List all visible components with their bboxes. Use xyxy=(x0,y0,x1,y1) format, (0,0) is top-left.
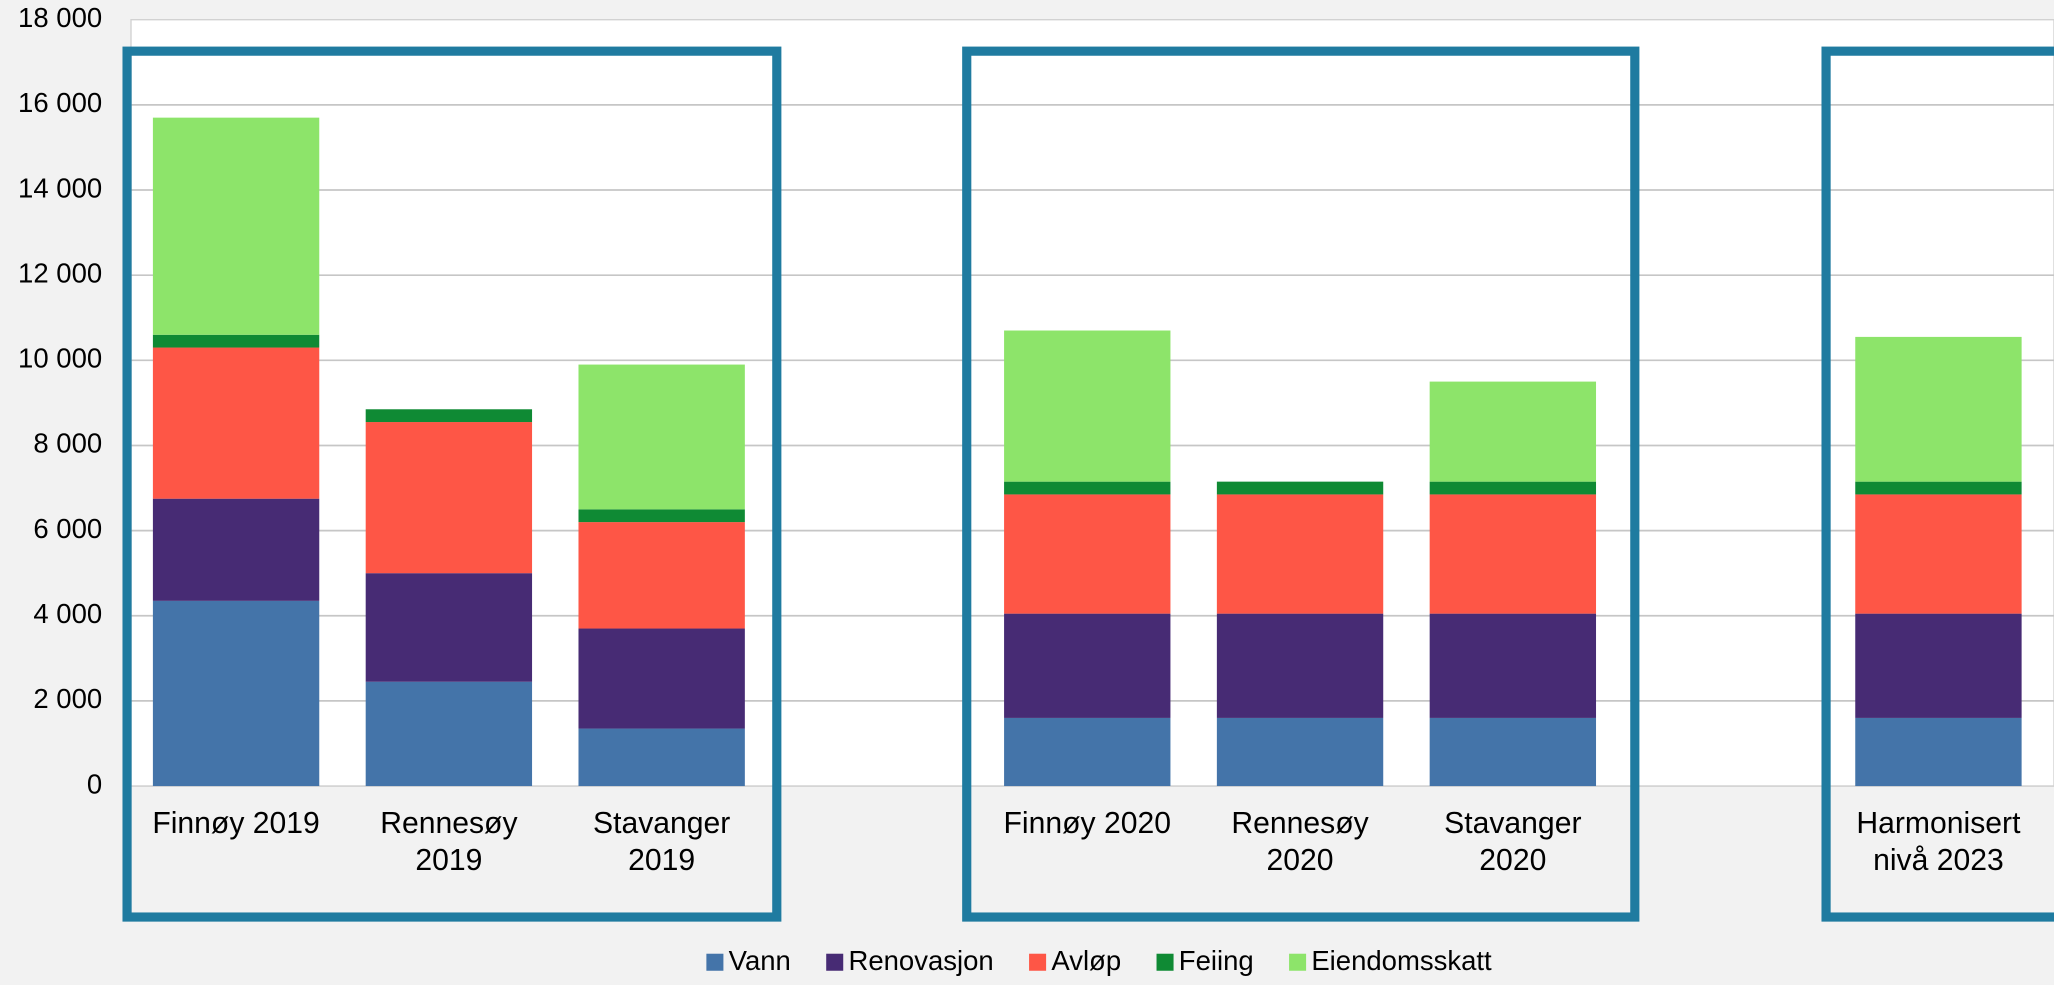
bar-segment xyxy=(365,573,533,682)
bar-segment xyxy=(152,600,320,787)
bar-segment xyxy=(578,628,745,729)
y-tick-label: 14 000 xyxy=(18,172,102,203)
bar-segment xyxy=(152,498,320,601)
legend-swatch xyxy=(826,953,844,971)
bar-segment xyxy=(1855,717,2022,787)
bars xyxy=(152,117,2022,787)
bar-segment xyxy=(578,509,745,523)
x-tick-label: Stavanger 2020 xyxy=(1444,805,1582,877)
bar-segment xyxy=(152,117,320,335)
bar-segment xyxy=(1855,481,2022,495)
legend-label: Vann xyxy=(729,945,791,976)
legend-swatch xyxy=(1289,953,1307,971)
x-tick-label-box: Rennesøy 2020 xyxy=(1231,805,1369,877)
bar-segment xyxy=(1216,481,1384,495)
legend-swatch xyxy=(1156,953,1174,971)
legend: Vann Renovasjon Avløp Feiing Eiendomsskatt xyxy=(706,945,1492,976)
bar-segment xyxy=(1855,613,2022,718)
bar-segment xyxy=(1429,613,1597,718)
y-tick-label: 8 000 xyxy=(33,428,102,459)
y-tick-label: 10 000 xyxy=(18,343,102,374)
x-tick-label-box: Rennesøy 2019 xyxy=(380,805,518,877)
bar-segment xyxy=(1004,717,1171,787)
legend-label: Renovasjon xyxy=(848,945,993,976)
bar-segment xyxy=(1004,330,1171,482)
y-tick-label: 0 xyxy=(87,768,102,799)
bar-segment xyxy=(578,728,745,787)
legend-item: Feiing xyxy=(1156,945,1254,976)
bar-segment xyxy=(365,422,533,574)
bar-segment xyxy=(152,347,320,499)
bar-segment xyxy=(365,409,533,423)
y-tick-label: 16 000 xyxy=(18,87,102,118)
bar-segment xyxy=(152,334,320,348)
bar-segment xyxy=(1429,494,1597,614)
x-tick-label: Stavanger 2019 xyxy=(592,805,731,877)
legend-item: Eiendomsskatt xyxy=(1289,945,1492,976)
x-tick-label-box: Finnøy 2019 xyxy=(152,805,320,840)
legend-label: Feiing xyxy=(1179,945,1254,976)
bar-segment xyxy=(578,522,745,629)
x-tick-label-box: Harmonisert nivå 2023 xyxy=(1856,805,2021,877)
legend-label: Avløp xyxy=(1051,945,1121,976)
bar-segment xyxy=(1004,494,1171,614)
y-tick-label: 12 000 xyxy=(18,257,102,288)
x-tick-label: Harmonisert nivå 2023 xyxy=(1856,805,2021,877)
x-tick-label: Finnøy 2019 xyxy=(152,805,320,840)
bar-segment xyxy=(1216,494,1384,614)
x-tick-label-box: Stavanger 2019 xyxy=(592,805,731,877)
y-tick-label: 18 000 xyxy=(18,2,102,33)
x-tick-label-box: Finnøy 2020 xyxy=(1003,805,1171,840)
x-tick-label-box: Stavanger 2020 xyxy=(1444,805,1582,877)
bar-segment xyxy=(1216,717,1384,787)
x-tick-label: Rennesøy 2019 xyxy=(380,805,518,877)
bar-segment xyxy=(365,681,533,787)
labels: 0 2 000 4 000 6 000 8 000 10 000 12 000 14 000 1… xyxy=(18,2,2021,877)
legend-swatch xyxy=(706,953,724,971)
group-frame xyxy=(962,46,1640,922)
y-tick-label: 2 000 xyxy=(33,683,102,714)
x-tick-label: Finnøy 2020 xyxy=(1003,805,1171,840)
group-frame xyxy=(1821,46,2054,922)
bar-segment xyxy=(1855,494,2022,614)
legend-item: Renovasjon xyxy=(826,945,994,976)
legend-item: Vann xyxy=(706,945,791,976)
bar-segment xyxy=(578,364,745,510)
bar-segment xyxy=(1004,481,1171,495)
bar-segment xyxy=(1855,336,2022,482)
legend-item: Avløp xyxy=(1029,945,1121,976)
x-tick-label: Rennesøy 2020 xyxy=(1231,805,1369,877)
bar-segment xyxy=(1429,481,1597,495)
y-tick-label: 4 000 xyxy=(33,598,102,629)
bar-segment xyxy=(1216,613,1384,718)
group-frames xyxy=(122,46,2054,922)
legend-swatch xyxy=(1029,953,1047,971)
bar-segment xyxy=(1429,717,1597,787)
bar-segment xyxy=(1429,381,1597,482)
bar-segment xyxy=(1004,613,1171,718)
legend-label: Eiendomsskatt xyxy=(1311,945,1492,976)
y-tick-label: 6 000 xyxy=(33,513,102,544)
group-frame xyxy=(122,46,782,922)
